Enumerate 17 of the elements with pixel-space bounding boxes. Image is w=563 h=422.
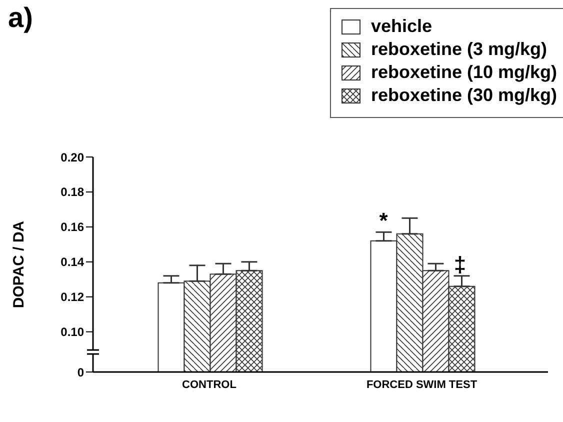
y-tick-label: 0.14 xyxy=(60,255,84,270)
chart-title: a) xyxy=(8,2,33,34)
y-tick-label: 0.18 xyxy=(60,185,84,200)
legend-label: reboxetine (3 mg/kg) xyxy=(370,39,547,60)
y-tick-label: 0 xyxy=(77,365,84,380)
annotation: * xyxy=(379,208,388,234)
annotation: ‡ xyxy=(454,252,466,277)
legend-label: reboxetine (30 mg/kg) xyxy=(370,85,557,106)
y-tick-label: 0.10 xyxy=(60,325,84,340)
y-axis-title: DOPAC / DA xyxy=(10,220,28,308)
legend-label: vehicle xyxy=(370,16,432,37)
y-tick-label: 0.12 xyxy=(60,290,84,304)
x-tick-label: CONTROL xyxy=(182,378,237,391)
legend-label: reboxetine (10 mg/kg) xyxy=(370,62,557,83)
x-tick-label: FORCED SWIM TEST xyxy=(366,378,478,391)
y-tick-label: 0.16 xyxy=(60,220,84,234)
y-tick-label: 0.20 xyxy=(60,150,84,164)
